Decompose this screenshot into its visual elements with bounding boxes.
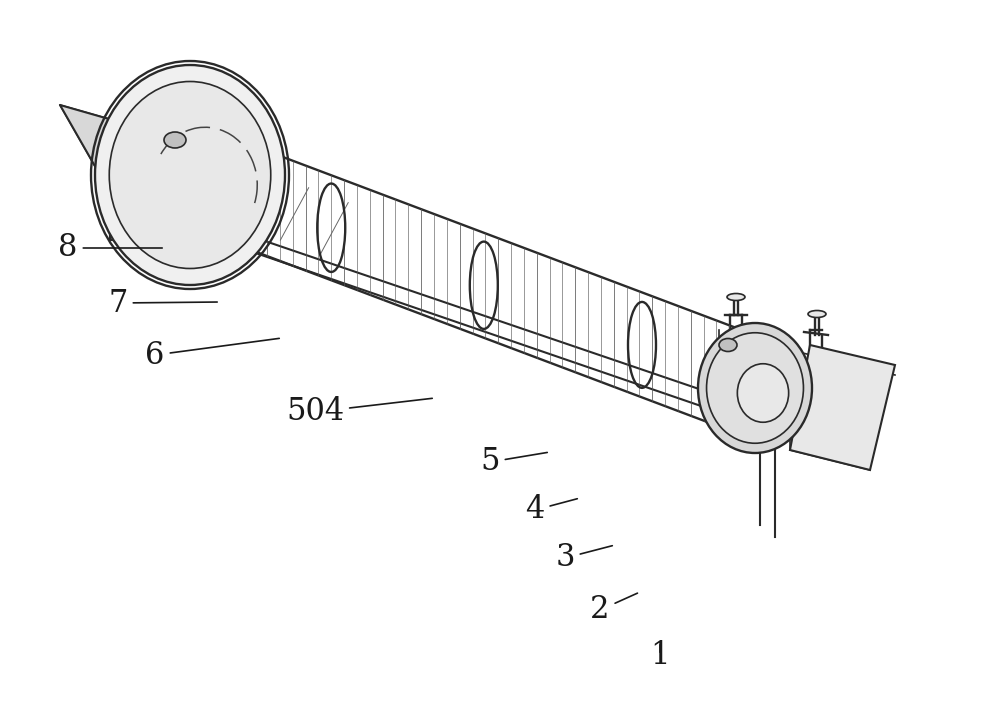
Ellipse shape (95, 65, 285, 285)
Text: 8: 8 (58, 233, 162, 264)
Text: 7: 7 (108, 288, 217, 319)
Text: 6: 6 (145, 338, 279, 371)
Ellipse shape (109, 82, 271, 269)
Ellipse shape (164, 132, 186, 148)
Polygon shape (60, 105, 170, 195)
Text: 504: 504 (286, 396, 432, 427)
Text: 1: 1 (650, 639, 670, 670)
Text: 2: 2 (590, 593, 637, 625)
Ellipse shape (698, 323, 812, 453)
Text: 3: 3 (555, 543, 612, 573)
Ellipse shape (808, 310, 826, 317)
Ellipse shape (707, 333, 803, 443)
Text: 4: 4 (525, 494, 577, 525)
Polygon shape (790, 345, 895, 470)
Text: 5: 5 (480, 446, 547, 477)
Ellipse shape (737, 364, 789, 422)
Ellipse shape (727, 293, 745, 300)
Ellipse shape (719, 338, 737, 352)
